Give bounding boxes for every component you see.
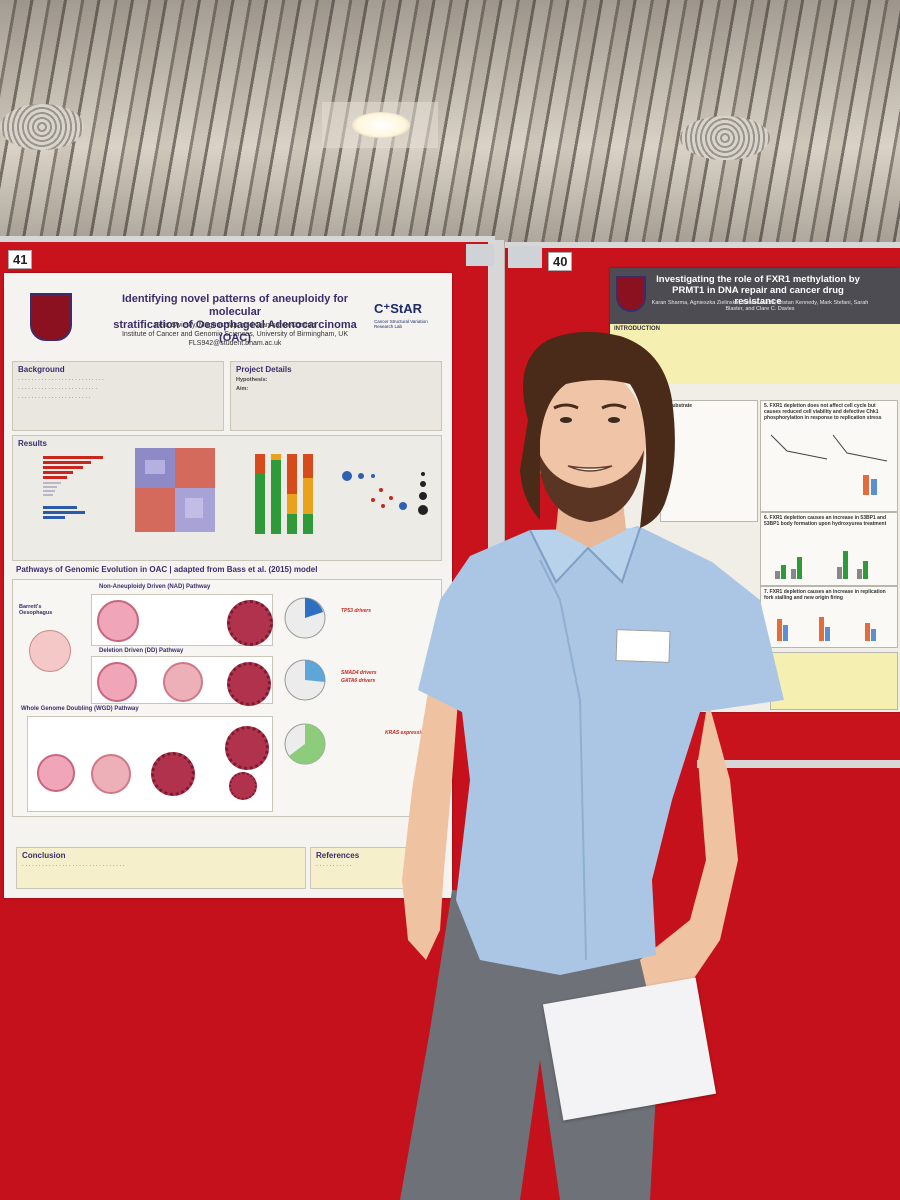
- name-badge: [615, 629, 671, 663]
- hair: [520, 331, 675, 528]
- poster-title: Investigating the role of FXR1 methylati…: [656, 274, 860, 307]
- pie-chart-wgd: [284, 723, 326, 765]
- board-number-41: 41: [8, 250, 33, 269]
- pathways-diagram: Non-Aneuploidy Driven (NAD) Pathway Dele…: [12, 579, 442, 817]
- oac-cell-icon: [227, 600, 273, 646]
- right-arm: [640, 700, 738, 1002]
- poster-title: Identifying novel patterns of aneuploidy…: [113, 293, 357, 344]
- left-eye: [560, 417, 572, 423]
- results-heatmap: [135, 448, 215, 532]
- poster-aneuploidy-oac: Identifying novel patterns of aneuploidy…: [4, 273, 452, 898]
- pathways-heading: Pathways of Genomic Evolution in OAC | a…: [16, 565, 318, 574]
- cstar-logo: C⁺StAR: [374, 301, 423, 316]
- right-eye: [608, 417, 620, 423]
- ceiling-vent-right: [680, 116, 770, 160]
- introduction-box: INTRODUCTION: [610, 324, 900, 384]
- stomach-icon: [29, 630, 71, 672]
- ceiling-light: [352, 112, 410, 138]
- project-details-box: Project Details Hypothesis: Aim:: [230, 361, 442, 431]
- poster-authors: Felix Swirsky, Magnus Yap, and Gianmarco…: [121, 322, 349, 347]
- pie-chart-nad: [284, 597, 326, 639]
- poster-header: Investigating the role of FXR1 methylati…: [610, 268, 900, 324]
- shirt: [418, 526, 784, 975]
- pre-malignant-cell-icon: [97, 600, 139, 642]
- board-number-40: 40: [548, 252, 573, 271]
- left-arm: [402, 680, 458, 960]
- beard: [538, 450, 644, 522]
- results-bar-chart: [43, 456, 103, 519]
- ceiling-vent-left: [0, 104, 84, 150]
- panel-7: 7. FXR1 depletion causes an increase in …: [760, 586, 898, 648]
- pie-chart-dd: [284, 659, 326, 701]
- results-dot-plot: [342, 471, 428, 515]
- panel-6: 6. FXR1 depletion causes an increase in …: [760, 512, 898, 586]
- background-box: Background · · · · · · · · · · · · · · ·…: [12, 361, 224, 431]
- results-stacked-bars: [255, 454, 313, 534]
- conclusion-box: Conclusion · · · · · · · · · · · · · · ·…: [16, 847, 306, 889]
- results-box: Results: [12, 435, 442, 561]
- panel-4: 4. substrate: [660, 400, 758, 522]
- university-crest-icon: [30, 293, 72, 341]
- university-crest-icon: [616, 276, 646, 312]
- panel-5: 5. FXR1 depletion does not affect cell c…: [760, 400, 898, 512]
